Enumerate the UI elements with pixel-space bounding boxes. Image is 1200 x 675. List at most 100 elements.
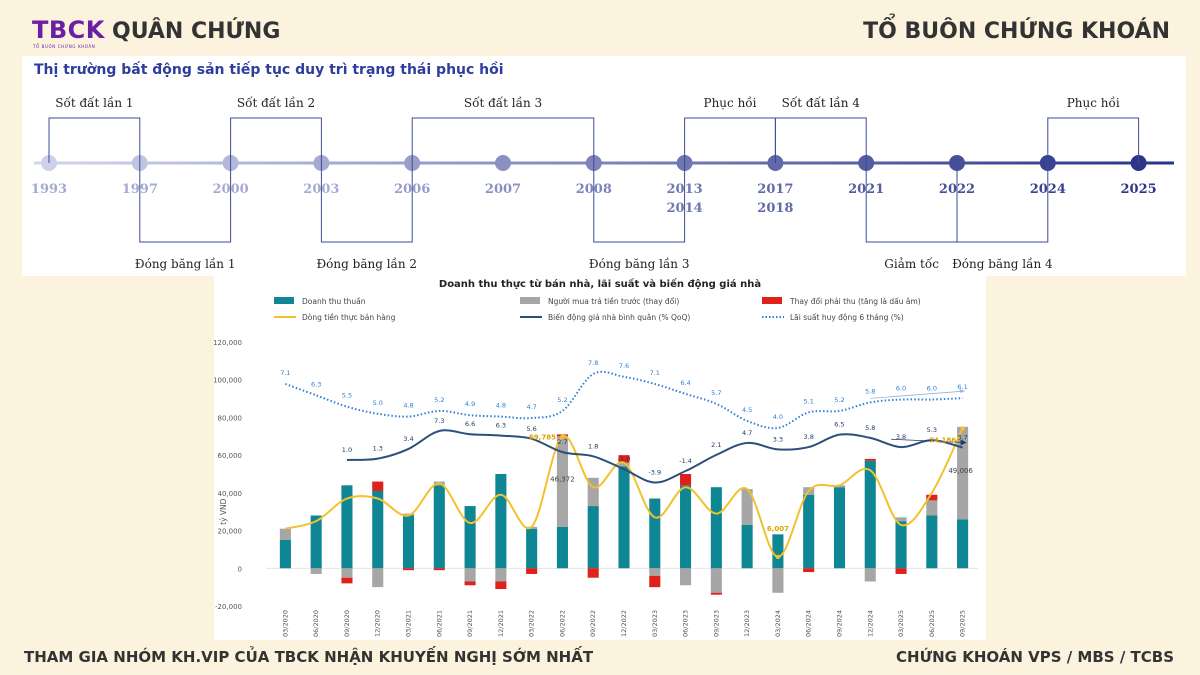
house-price-label: 4.7: [742, 429, 752, 437]
timeline-axis: [34, 161, 1174, 165]
bar-segment: [710, 592, 722, 595]
bar-segment: [680, 568, 692, 586]
house-price-label: 7.3: [434, 417, 444, 425]
house-price-label: 3.7: [957, 434, 967, 442]
interest-rate-label: 5.0: [373, 399, 383, 407]
x-tick-label: 06/2025: [928, 610, 936, 637]
house-price-label: 3.4: [403, 435, 413, 443]
x-tick-label: 03/2021: [405, 610, 413, 637]
bar-segment: [618, 466, 630, 569]
interest-rate-label: 5.2: [834, 396, 844, 404]
bar-segment: [402, 515, 415, 569]
bar-segment: [279, 540, 291, 569]
x-tick-label: 03/2024: [774, 610, 782, 637]
footer-right-brokers: CHỨNG KHOÁN VPS / MBS / TCBS: [896, 648, 1174, 666]
x-tick-label: 09/2025: [959, 610, 967, 637]
x-tick-label: 09/2023: [712, 610, 720, 637]
x-tick-label: 12/2021: [497, 610, 505, 637]
bar-segment: [741, 524, 753, 569]
bar-segment: [772, 568, 784, 593]
timeline-phase-bracket: [139, 163, 232, 243]
bar-segment: [680, 485, 692, 569]
legend-swatch: [762, 297, 782, 304]
house-price-label: 6.6: [465, 420, 475, 428]
interest-rate-label: 6.4: [680, 379, 690, 387]
bar-segment: [433, 485, 445, 569]
interest-rate-line: [285, 370, 963, 430]
interest-rate-label: 5.7: [711, 389, 721, 397]
bar-segment: [279, 528, 291, 540]
brand-tagline: TỔ BUÔN CHỨNG KHOÁN: [33, 44, 96, 49]
house-price-label: 6.3: [496, 422, 506, 430]
bar-segment: [741, 489, 753, 525]
bar-segment: [618, 455, 630, 463]
bar-segment: [618, 462, 630, 467]
timeline-phase-label: Đóng băng lần 2: [317, 256, 418, 271]
legend-label: Thay đổi phải thu (tăng là dấu âm): [789, 297, 921, 306]
interest-rate-label: 4.9: [465, 400, 475, 408]
timeline-year-label: 2017: [757, 182, 793, 197]
interest-rate-label: 6.0: [896, 385, 906, 393]
x-tick-label: 03/2025: [897, 610, 905, 637]
interest-rate-label: 5.5: [342, 392, 352, 400]
bar-segment: [495, 474, 507, 569]
house-price-label: 3.8: [896, 433, 906, 441]
bar-segment: [864, 568, 876, 582]
x-tick-label: 06/2021: [435, 610, 443, 637]
bar-segment: [803, 568, 815, 573]
bar-segment: [587, 506, 599, 569]
bar-segment: [710, 487, 722, 569]
timeline-title: Thị trường bất động sản tiếp tục duy trì…: [34, 62, 504, 78]
timeline-phase-label: Giảm tốc: [884, 256, 939, 271]
bar-segment: [926, 494, 938, 501]
house-price-label: 5.3: [927, 426, 937, 434]
timeline-phase-bracket: [774, 117, 867, 163]
timeline-phase-label: Đóng băng lần 4: [952, 256, 1053, 271]
house-price-label: 2.1: [711, 441, 721, 449]
bar-segment: [587, 568, 599, 578]
timeline-phase-bracket: [411, 117, 595, 163]
header-right-title: TỔ BUÔN CHỨNG KHOÁN: [863, 19, 1170, 44]
footer-left-cta: THAM GIA NHÓM KH.VIP CỦA TBCK NHẬN KHUYẾ…: [24, 648, 594, 666]
timeline-phase-bracket: [320, 163, 413, 243]
x-tick-label: 12/2023: [743, 610, 751, 637]
y-tick-label: -20,000: [215, 603, 242, 611]
bar-segment: [649, 498, 661, 569]
bar-data-label: 74,186: [929, 436, 956, 444]
legend-label: Biến động giá nhà bình quân (% QoQ): [548, 313, 690, 322]
house-price-label: 3.8: [804, 433, 814, 441]
timeline-year-label: 2018: [757, 201, 793, 216]
timeline-phase-label: Phục hồi: [1067, 95, 1120, 110]
bar-segment: [833, 487, 846, 569]
y-tick-label: 0: [238, 565, 242, 573]
x-tick-label: 06/2020: [312, 610, 320, 637]
timeline-phase-label: Sốt đất lần 4: [782, 95, 861, 110]
bar-segment: [310, 568, 322, 574]
bar-data-label: 6,007: [767, 525, 789, 533]
bar-segment: [464, 581, 476, 586]
cash-flow-point: [775, 554, 781, 560]
brand-name: QUÂN CHỨNG: [112, 19, 281, 44]
bar-data-label: 69,785: [529, 434, 556, 442]
timeline-panel: Thị trường bất động sản tiếp tục duy trì…: [22, 56, 1186, 276]
bar-segment: [649, 575, 661, 588]
interest-rate-label: 4.5: [742, 406, 752, 414]
bar-segment: [341, 577, 353, 584]
bar-segment: [372, 490, 384, 569]
timeline-phase-bracket: [230, 117, 322, 163]
interest-rate-label: 7.1: [650, 369, 660, 377]
x-tick-label: 09/2020: [343, 610, 351, 637]
timeline-phase-label: Phục hồi: [704, 95, 757, 110]
house-price-trend-arrowhead: [960, 439, 967, 446]
bar-segment: [310, 515, 322, 569]
chart-panel: Doanh thu thực từ bán nhà, lãi suất và b…: [214, 276, 986, 640]
bar-segment: [556, 436, 568, 527]
timeline-phase-label: Đóng băng lần 3: [589, 256, 690, 271]
house-price-label: 5.8: [865, 424, 875, 432]
cash-flow-point: [960, 426, 965, 431]
x-tick-label: 06/2023: [682, 610, 690, 637]
house-price-trend-arrow: [891, 438, 965, 443]
y-tick-label: 40,000: [218, 490, 243, 498]
chart-svg: Doanh thu thực từ bán nhà, lãi suất và b…: [214, 277, 978, 637]
bar-segment: [957, 426, 969, 520]
